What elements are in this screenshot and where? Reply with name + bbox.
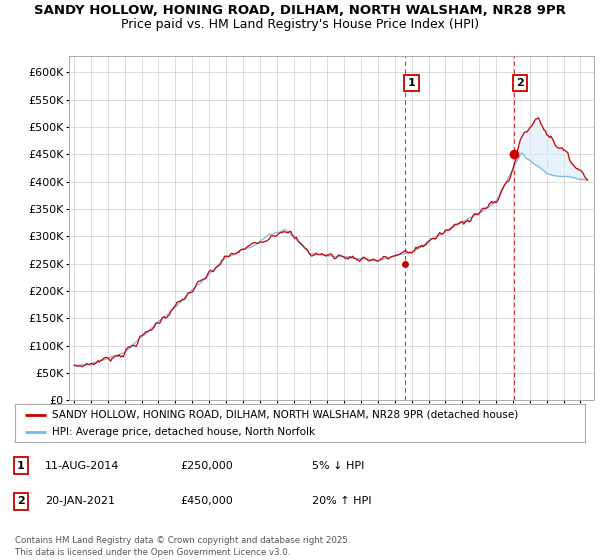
Text: 11-AUG-2014: 11-AUG-2014 bbox=[45, 461, 119, 471]
Text: £250,000: £250,000 bbox=[180, 461, 233, 471]
Text: 20% ↑ HPI: 20% ↑ HPI bbox=[312, 496, 371, 506]
Text: 1: 1 bbox=[17, 461, 25, 471]
Text: 1: 1 bbox=[407, 78, 415, 88]
Text: 2: 2 bbox=[517, 78, 524, 88]
Text: 5% ↓ HPI: 5% ↓ HPI bbox=[312, 461, 364, 471]
Text: HPI: Average price, detached house, North Norfolk: HPI: Average price, detached house, Nort… bbox=[52, 427, 315, 437]
Text: 20-JAN-2021: 20-JAN-2021 bbox=[45, 496, 115, 506]
Text: SANDY HOLLOW, HONING ROAD, DILHAM, NORTH WALSHAM, NR28 9PR: SANDY HOLLOW, HONING ROAD, DILHAM, NORTH… bbox=[34, 4, 566, 17]
Text: £450,000: £450,000 bbox=[180, 496, 233, 506]
Text: Price paid vs. HM Land Registry's House Price Index (HPI): Price paid vs. HM Land Registry's House … bbox=[121, 18, 479, 31]
Text: Contains HM Land Registry data © Crown copyright and database right 2025.
This d: Contains HM Land Registry data © Crown c… bbox=[15, 536, 350, 557]
Text: 2: 2 bbox=[17, 496, 25, 506]
Text: SANDY HOLLOW, HONING ROAD, DILHAM, NORTH WALSHAM, NR28 9PR (detached house): SANDY HOLLOW, HONING ROAD, DILHAM, NORTH… bbox=[52, 409, 518, 419]
